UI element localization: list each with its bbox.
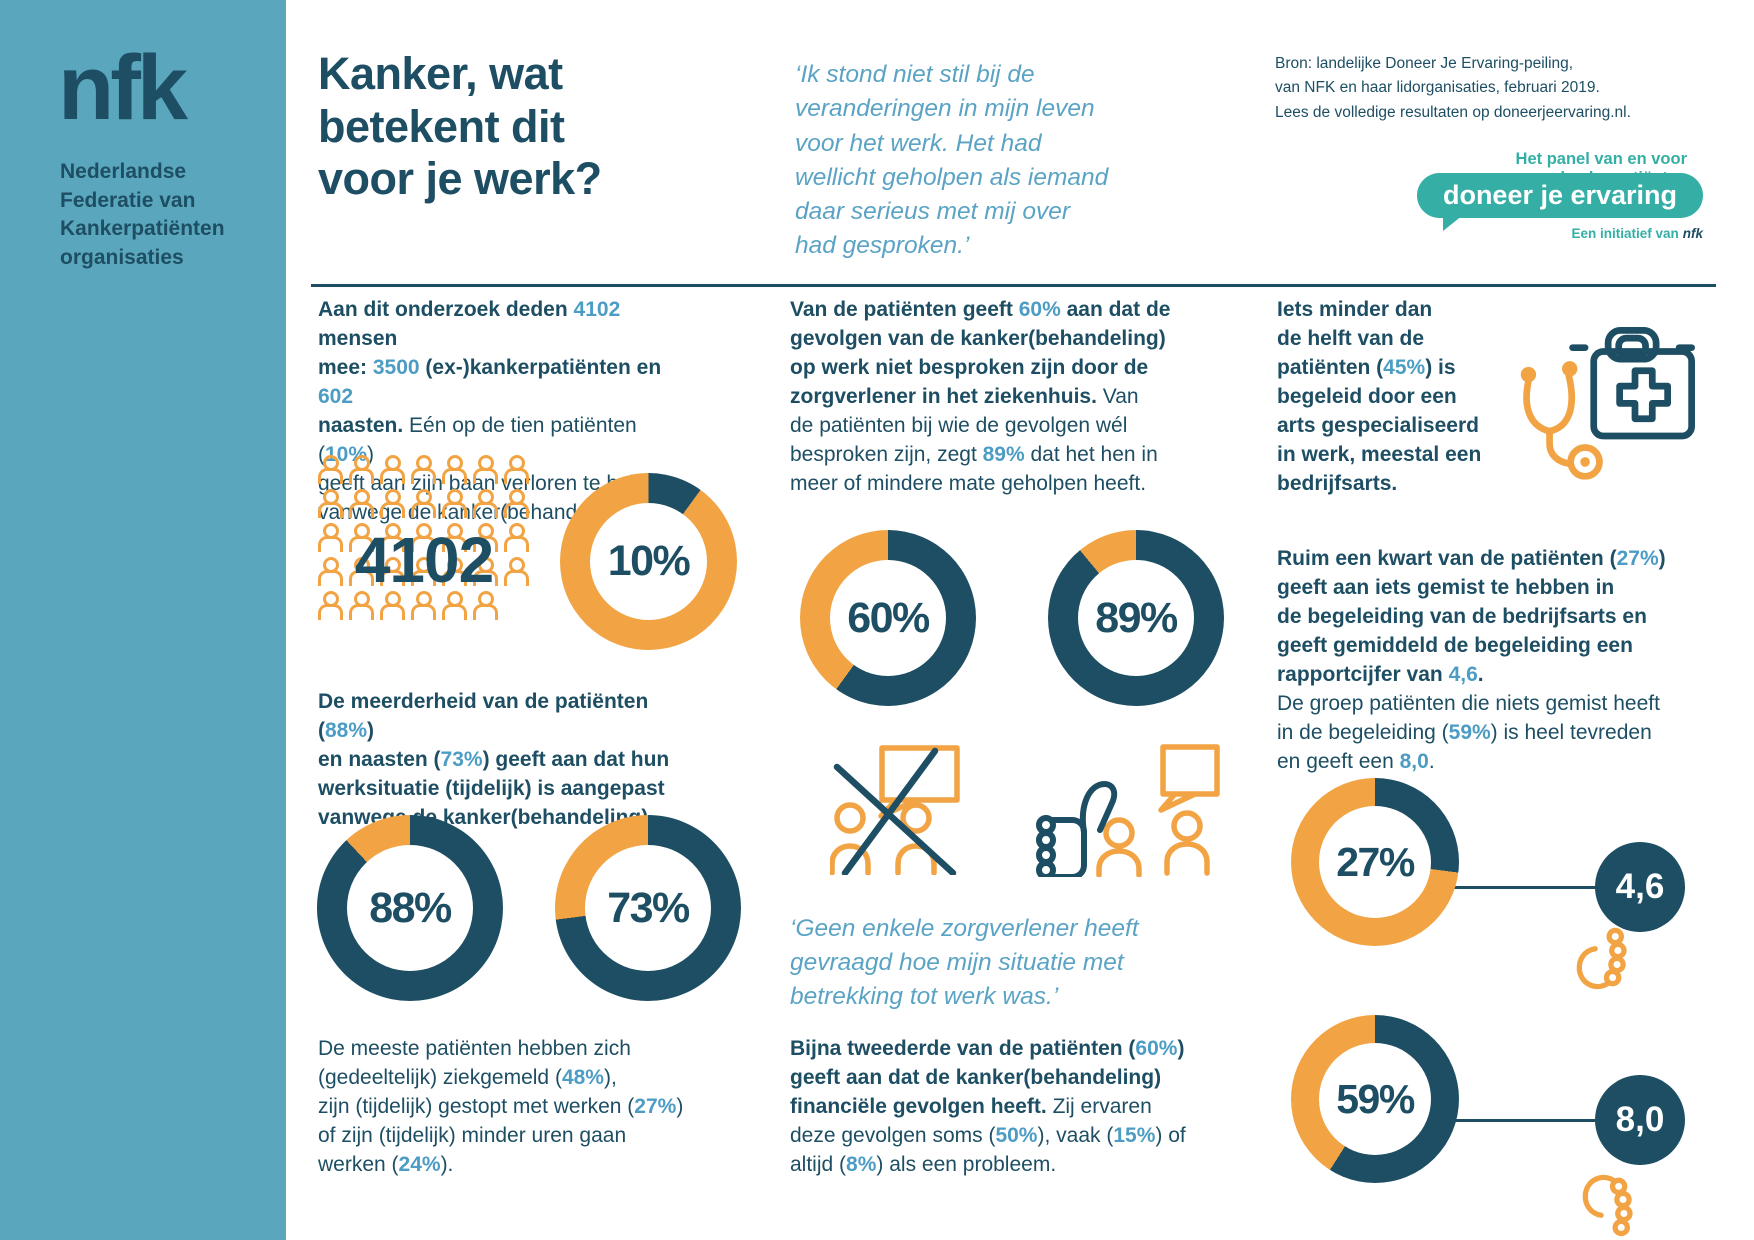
- donut-value-label: 27%: [1336, 838, 1415, 885]
- donut-chart-geholpen: 89%: [1048, 530, 1224, 706]
- person-icon: [380, 557, 405, 586]
- person-icon: [349, 489, 374, 518]
- person-icon: [473, 523, 498, 552]
- person-icon: [473, 489, 498, 518]
- person-icon: [411, 523, 436, 552]
- doctor-first-aid-stethoscope-icon: [1520, 327, 1695, 480]
- helpful-conversation-thumbs-up-icon: [1036, 744, 1220, 877]
- person-icon: [473, 591, 498, 620]
- page-title: Kanker, wat betekent dit voor je werk?: [318, 48, 602, 205]
- person-icon: [411, 591, 436, 620]
- person-icon: [318, 557, 343, 586]
- donut-chart-niet-besproken: 60%: [800, 530, 976, 706]
- donut-chart-niets-gemist: 59%: [1291, 1015, 1459, 1183]
- thumbs-up-icon: [1582, 1174, 1633, 1237]
- organisation-name: Nederlandse Federatie van Kankerpatiënte…: [60, 160, 225, 269]
- donut-value-label: 88%: [369, 883, 452, 932]
- rating-badge-high: 8,0: [1595, 1075, 1685, 1165]
- person-icon: [318, 455, 343, 484]
- person-icon: [318, 489, 343, 518]
- header-divider: [311, 284, 1716, 287]
- person-icon: [442, 489, 467, 518]
- badge-label: doneer je ervaring: [1442, 180, 1678, 210]
- person-icon: [318, 591, 343, 620]
- ziekgemeld-paragraph: De meeste patiënten hebben zich (gedeelt…: [318, 1037, 684, 1176]
- donut-chart-iets-gemist: 27%: [1291, 778, 1459, 946]
- person-icon: [504, 557, 529, 586]
- person-icon: [349, 557, 374, 586]
- person-icon: [318, 523, 343, 552]
- person-icon: [442, 591, 467, 620]
- rating-badge-low: 4,6: [1595, 842, 1685, 932]
- participants-pictogram: [318, 455, 529, 625]
- person-icon: [504, 455, 529, 484]
- bedrijfsarts-paragraph: Iets minder dan de helft van de patiënte…: [1277, 298, 1482, 495]
- sidebar: [0, 0, 286, 1240]
- person-icon: [442, 557, 467, 586]
- begeleiding-paragraph: Ruim een kwart van de patiënten (27%) ge…: [1277, 547, 1666, 773]
- person-icon: [411, 557, 436, 586]
- initiative-brand: nfk: [1682, 226, 1703, 241]
- person-icon: [349, 455, 374, 484]
- werksituatie-paragraph: De meerderheid van de patiënten (88%) en…: [318, 690, 670, 829]
- person-icon: [504, 489, 529, 518]
- person-icon: [442, 455, 467, 484]
- patient-quote-middle: ‘Geen enkele zorgverlener heeft gevraagd…: [790, 915, 1139, 1010]
- person-icon: [473, 557, 498, 586]
- person-icon: [380, 523, 405, 552]
- connector-line: [1440, 1119, 1600, 1122]
- person-icon: [411, 489, 436, 518]
- initiative-prefix: Een initiatief van: [1571, 226, 1679, 241]
- person-icon: [380, 455, 405, 484]
- thumbs-down-icon: [1576, 927, 1627, 990]
- person-icon: [442, 523, 467, 552]
- donut-chart-aangepast-patienten: 88%: [317, 815, 503, 1001]
- besproken-paragraph: Van de patiënten geeft 60% aan dat de ge…: [790, 298, 1171, 495]
- person-icon: [380, 591, 405, 620]
- person-icon: [504, 523, 529, 552]
- person-icon: [411, 455, 436, 484]
- nfk-logo: nfk: [58, 37, 188, 139]
- financiele-gevolgen-paragraph: Bijna tweederde van de patiënten (60%) g…: [790, 1037, 1186, 1176]
- participants-count: 4102: [354, 524, 494, 596]
- patient-quote-top: ‘Ik stond niet stil bij de veranderingen…: [795, 61, 1109, 260]
- donut-value-label: 60%: [847, 593, 930, 642]
- connector-line: [1440, 886, 1600, 889]
- donut-value-label: 59%: [1336, 1075, 1415, 1122]
- donut-value-label: 89%: [1095, 593, 1178, 642]
- initiative-line: Een initiatief van nfk: [1417, 226, 1703, 241]
- donut-value-label: 10%: [607, 537, 691, 585]
- donut-chart-baan-verloren: 10%: [560, 473, 737, 650]
- donut-value-label: 73%: [607, 883, 690, 932]
- person-icon: [380, 489, 405, 518]
- source-note: Bron: landelijke Doneer Je Ervaring-peil…: [1275, 55, 1631, 121]
- doneer-je-ervaring-badge: doneer je ervaring: [1417, 173, 1703, 231]
- person-icon: [473, 455, 498, 484]
- no-conversation-icon: [830, 745, 960, 875]
- person-icon: [349, 523, 374, 552]
- donut-chart-aangepast-naasten: 73%: [555, 815, 741, 1001]
- person-icon: [349, 591, 374, 620]
